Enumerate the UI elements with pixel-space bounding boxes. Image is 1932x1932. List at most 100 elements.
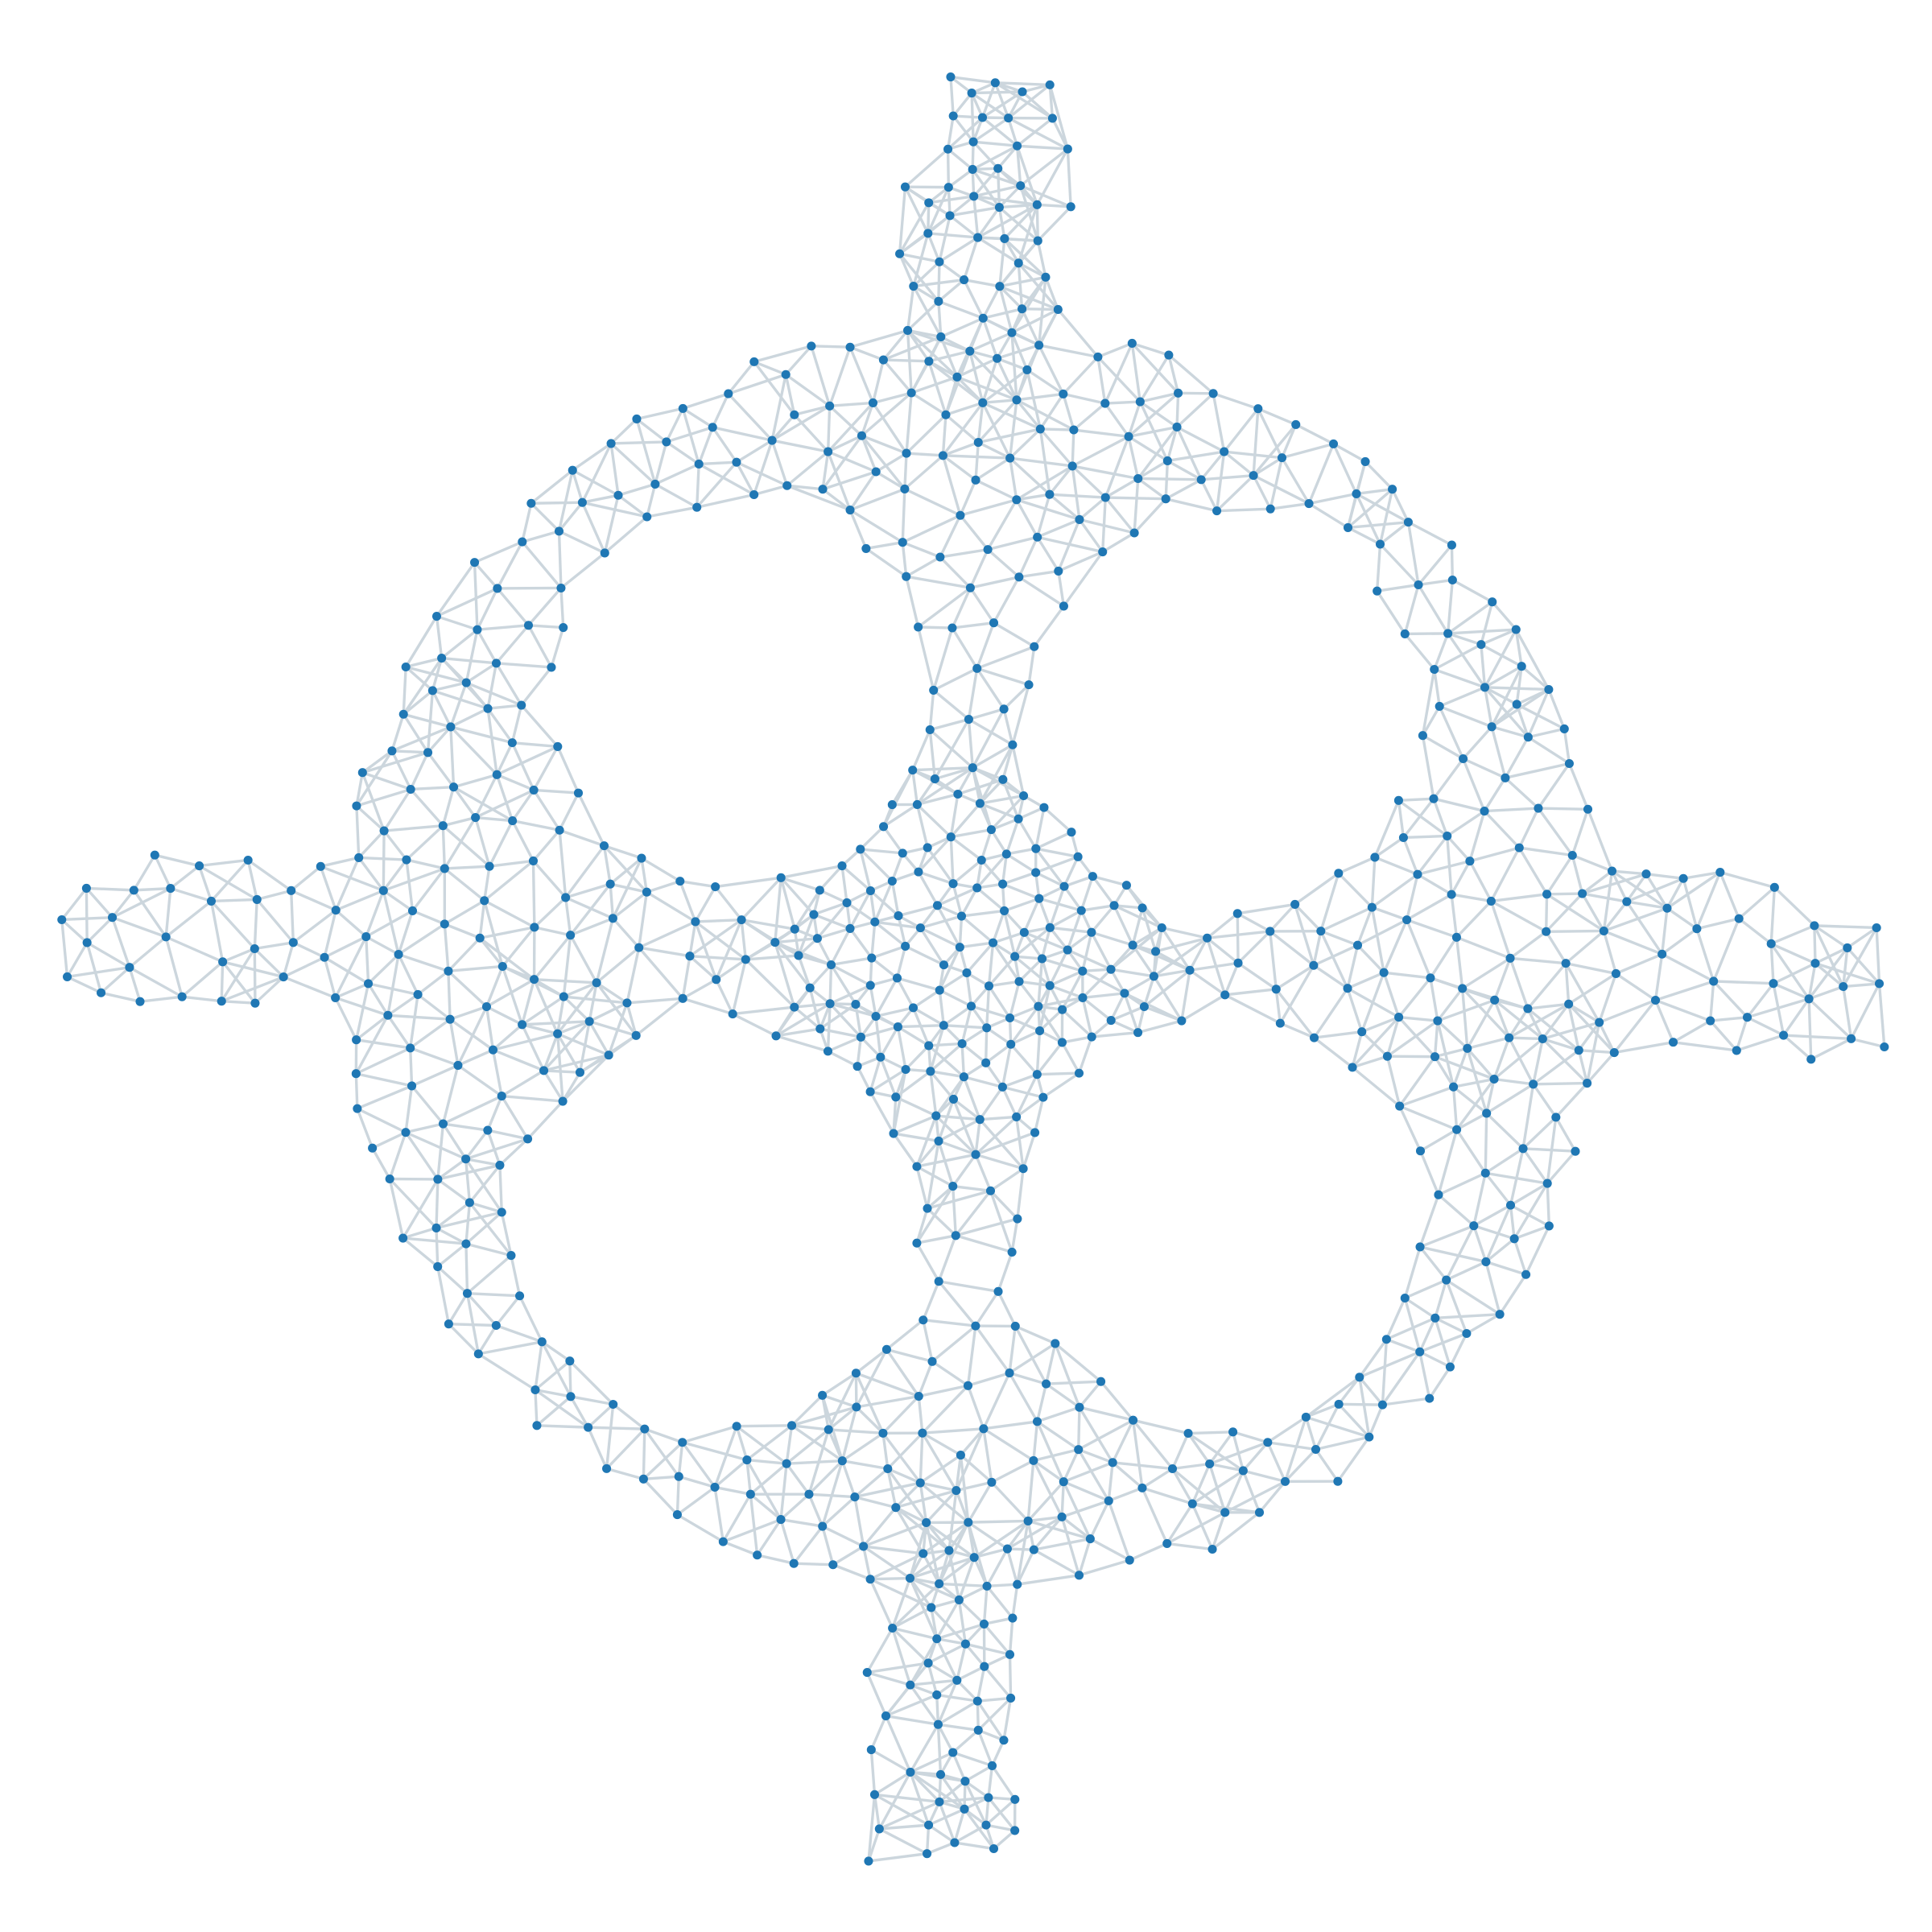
edge: [1191, 1463, 1212, 1505]
node: [433, 1261, 443, 1271]
node: [1511, 625, 1521, 634]
edge: [1447, 632, 1482, 646]
node: [1047, 114, 1057, 123]
edge: [689, 955, 746, 961]
edge: [491, 1049, 503, 1096]
edge: [982, 1427, 1034, 1462]
node: [1810, 959, 1820, 968]
node: [1254, 1508, 1265, 1517]
edge: [880, 1055, 906, 1071]
edge: [1738, 886, 1776, 920]
edge: [435, 1201, 471, 1229]
edge: [882, 335, 942, 361]
node: [1063, 144, 1072, 154]
edge: [1313, 943, 1359, 967]
edge: [1041, 948, 1068, 960]
edge: [134, 886, 171, 892]
node: [1309, 1033, 1319, 1042]
node: [1008, 740, 1018, 749]
edge: [1810, 1037, 1852, 1061]
edge: [965, 972, 973, 1007]
edge: [978, 803, 993, 831]
edge: [635, 419, 657, 485]
edge: [827, 1035, 862, 1053]
edge: [879, 1823, 929, 1831]
edge: [927, 1807, 965, 1827]
edge: [947, 187, 952, 216]
edge: [1428, 1366, 1451, 1400]
edge: [1404, 1278, 1447, 1300]
edge: [961, 1026, 988, 1045]
node: [353, 1104, 362, 1113]
node: [737, 915, 746, 925]
edge: [938, 1723, 979, 1732]
edge: [432, 681, 467, 692]
edge: [827, 434, 863, 453]
edge: [534, 1360, 571, 1391]
edge: [976, 886, 1005, 912]
edge: [1036, 493, 1051, 538]
edge: [1011, 744, 1026, 796]
node: [129, 886, 138, 895]
node: [1018, 1164, 1028, 1174]
edge: [815, 937, 832, 966]
node: [870, 917, 880, 927]
node: [867, 953, 877, 963]
edge: [976, 622, 996, 669]
node: [1208, 389, 1218, 398]
node: [413, 989, 423, 999]
edge: [1337, 872, 1373, 909]
edge: [603, 494, 620, 554]
edge: [1406, 919, 1457, 939]
edge: [1037, 535, 1104, 554]
edge: [1545, 892, 1583, 933]
edge: [1850, 983, 1881, 1040]
edge: [1001, 1073, 1038, 1088]
edge: [495, 662, 523, 706]
edge: [1314, 1403, 1340, 1451]
node: [868, 398, 878, 408]
node: [1059, 881, 1069, 891]
node: [352, 1035, 361, 1045]
node: [960, 1804, 969, 1814]
node: [1379, 968, 1389, 977]
node: [993, 163, 1003, 173]
edge: [1097, 341, 1133, 358]
edge: [1191, 1469, 1245, 1505]
edge: [947, 147, 974, 171]
edge: [1042, 1071, 1080, 1099]
node: [997, 1082, 1007, 1092]
node: [1098, 547, 1108, 557]
edge: [483, 899, 535, 929]
node: [776, 873, 786, 882]
edge: [1018, 806, 1045, 820]
edge: [1842, 947, 1849, 987]
node: [485, 861, 494, 871]
edge: [1586, 808, 1614, 872]
edge: [989, 1190, 1013, 1253]
node: [1013, 1214, 1022, 1224]
edge: [1368, 1404, 1384, 1438]
edge: [970, 92, 985, 118]
edge: [625, 947, 641, 1004]
edge: [987, 1796, 1016, 1831]
edge: [749, 1492, 782, 1521]
edge: [959, 479, 977, 516]
edge: [972, 743, 1013, 770]
edge: [1035, 1421, 1065, 1483]
node: [352, 801, 361, 811]
node: [379, 826, 389, 836]
edge: [964, 278, 1001, 288]
edge: [512, 819, 560, 832]
edge: [933, 718, 970, 780]
node: [1544, 684, 1554, 695]
node: [1032, 200, 1042, 209]
node: [566, 1392, 576, 1402]
node: [1489, 1074, 1499, 1084]
edge: [402, 713, 429, 753]
edge: [1468, 860, 1492, 902]
node: [1583, 1079, 1592, 1088]
edge: [1077, 1407, 1081, 1450]
node: [1238, 1466, 1248, 1476]
edge: [1626, 900, 1668, 910]
